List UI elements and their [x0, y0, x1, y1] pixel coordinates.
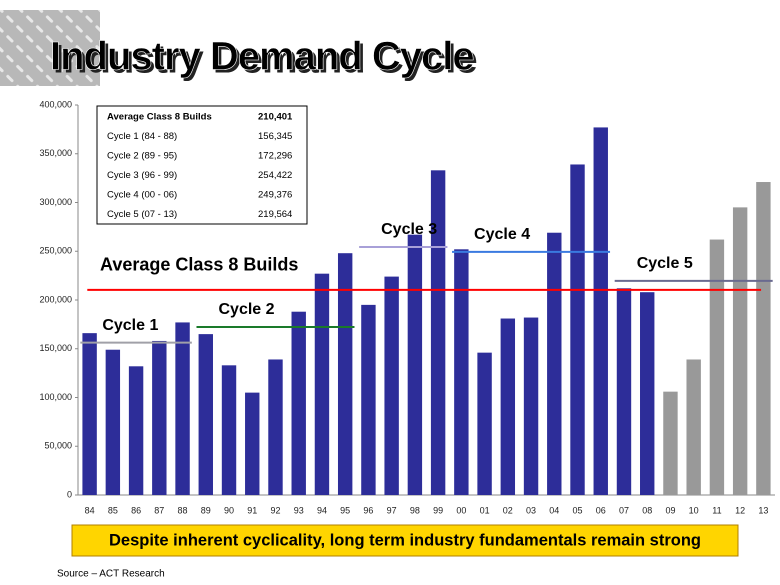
table-value: 249,376 — [258, 190, 292, 201]
x-tick-label: 00 — [456, 505, 466, 515]
x-tick-label: 05 — [573, 505, 583, 515]
x-tick-label: 94 — [317, 505, 327, 515]
y-tick-label: 100,000 — [39, 392, 72, 402]
table-label: Cycle 5 (07 - 13) — [107, 209, 177, 220]
bar — [152, 340, 167, 495]
bar — [430, 170, 446, 495]
y-tick-label: 400,000 — [39, 99, 72, 109]
bar — [361, 304, 376, 495]
bar — [221, 365, 237, 495]
x-tick-label: 10 — [689, 505, 699, 515]
cycle-label: Cycle 4 — [474, 226, 530, 243]
average-label: Average Class 8 Builds — [100, 255, 298, 275]
bar — [407, 234, 423, 496]
bar — [337, 253, 353, 495]
bar — [245, 392, 260, 495]
bar — [593, 127, 608, 496]
x-tick-label: 03 — [526, 505, 536, 515]
bar — [640, 292, 655, 495]
bar — [314, 273, 330, 495]
cycle-label: Cycle 1 — [102, 317, 158, 334]
bar — [175, 322, 190, 495]
x-tick-label: 09 — [665, 505, 675, 515]
bar — [523, 317, 539, 495]
bar — [198, 334, 213, 495]
y-tick-label: 150,000 — [39, 343, 72, 353]
bar — [570, 164, 585, 495]
table-value: 172,296 — [258, 151, 292, 162]
cycle-label: Cycle 5 — [637, 255, 693, 272]
x-tick-label: 07 — [619, 505, 629, 515]
bar — [663, 391, 678, 495]
x-tick-label: 90 — [224, 505, 234, 515]
bar — [268, 359, 283, 495]
bar — [686, 359, 701, 495]
bar — [384, 276, 399, 495]
y-tick-label: 50,000 — [44, 441, 72, 451]
x-tick-label: 96 — [363, 505, 373, 515]
bar — [105, 349, 121, 495]
table-value: 219,564 — [258, 209, 292, 220]
x-tick-label: 86 — [131, 505, 141, 515]
y-tick-label: 0 — [67, 489, 72, 499]
x-tick-label: 93 — [294, 505, 304, 515]
x-tick-label: 87 — [154, 505, 164, 515]
bar — [547, 232, 562, 495]
x-tick-label: 84 — [85, 505, 95, 515]
x-tick-label: 95 — [340, 505, 350, 515]
x-tick-label: 13 — [758, 505, 768, 515]
table-label: Cycle 3 (96 - 99) — [107, 170, 177, 181]
bar — [82, 333, 97, 495]
x-tick-label: 85 — [108, 505, 118, 515]
x-tick-label: 91 — [247, 505, 257, 515]
x-tick-label: 11 — [712, 505, 721, 515]
x-tick-label: 06 — [596, 505, 606, 515]
chart-title: Industry Demand Cycle — [50, 35, 474, 79]
x-tick-label: 89 — [201, 505, 211, 515]
table-label: Cycle 4 (00 - 06) — [107, 190, 177, 201]
table-label: Cycle 2 (89 - 95) — [107, 151, 177, 162]
bar — [616, 288, 632, 495]
x-tick-label: 12 — [735, 505, 745, 515]
cycle-label: Cycle 2 — [218, 301, 274, 318]
x-tick-label: 92 — [270, 505, 280, 515]
bar — [128, 366, 144, 495]
source: Source – ACT Research — [57, 569, 165, 580]
x-tick-label: 04 — [549, 505, 559, 515]
bar — [732, 207, 748, 495]
x-tick-label: 88 — [178, 505, 188, 515]
x-tick-label: 08 — [642, 505, 652, 515]
bar — [477, 352, 492, 495]
bar — [756, 182, 771, 495]
bar — [454, 249, 469, 495]
x-tick-label: 99 — [433, 505, 443, 515]
y-tick-label: 350,000 — [39, 148, 72, 158]
table-label: Cycle 1 (84 - 88) — [107, 131, 177, 142]
table-value: 254,422 — [258, 170, 292, 181]
x-tick-label: 02 — [503, 505, 513, 515]
x-tick-label: 97 — [387, 505, 397, 515]
table-value: 210,401 — [258, 112, 293, 123]
bar — [500, 318, 516, 495]
banner-box — [71, 524, 739, 557]
bar — [709, 239, 725, 495]
x-tick-label: 98 — [410, 505, 420, 515]
x-tick-label: 01 — [480, 505, 490, 515]
table-value: 156,345 — [258, 131, 292, 142]
bar — [291, 311, 306, 495]
title-shadow: Industry Demand Cycle — [53, 38, 477, 82]
y-tick-label: 200,000 — [39, 294, 72, 304]
y-tick-label: 250,000 — [39, 246, 72, 256]
table-label: Average Class 8 Builds — [107, 112, 212, 123]
title-texture — [0, 10, 100, 86]
y-tick-label: 300,000 — [39, 197, 72, 207]
cycle-label: Cycle 3 — [381, 221, 437, 238]
banner-text: Despite inherent cyclicality, long term … — [109, 531, 701, 549]
summary-table — [96, 105, 308, 225]
